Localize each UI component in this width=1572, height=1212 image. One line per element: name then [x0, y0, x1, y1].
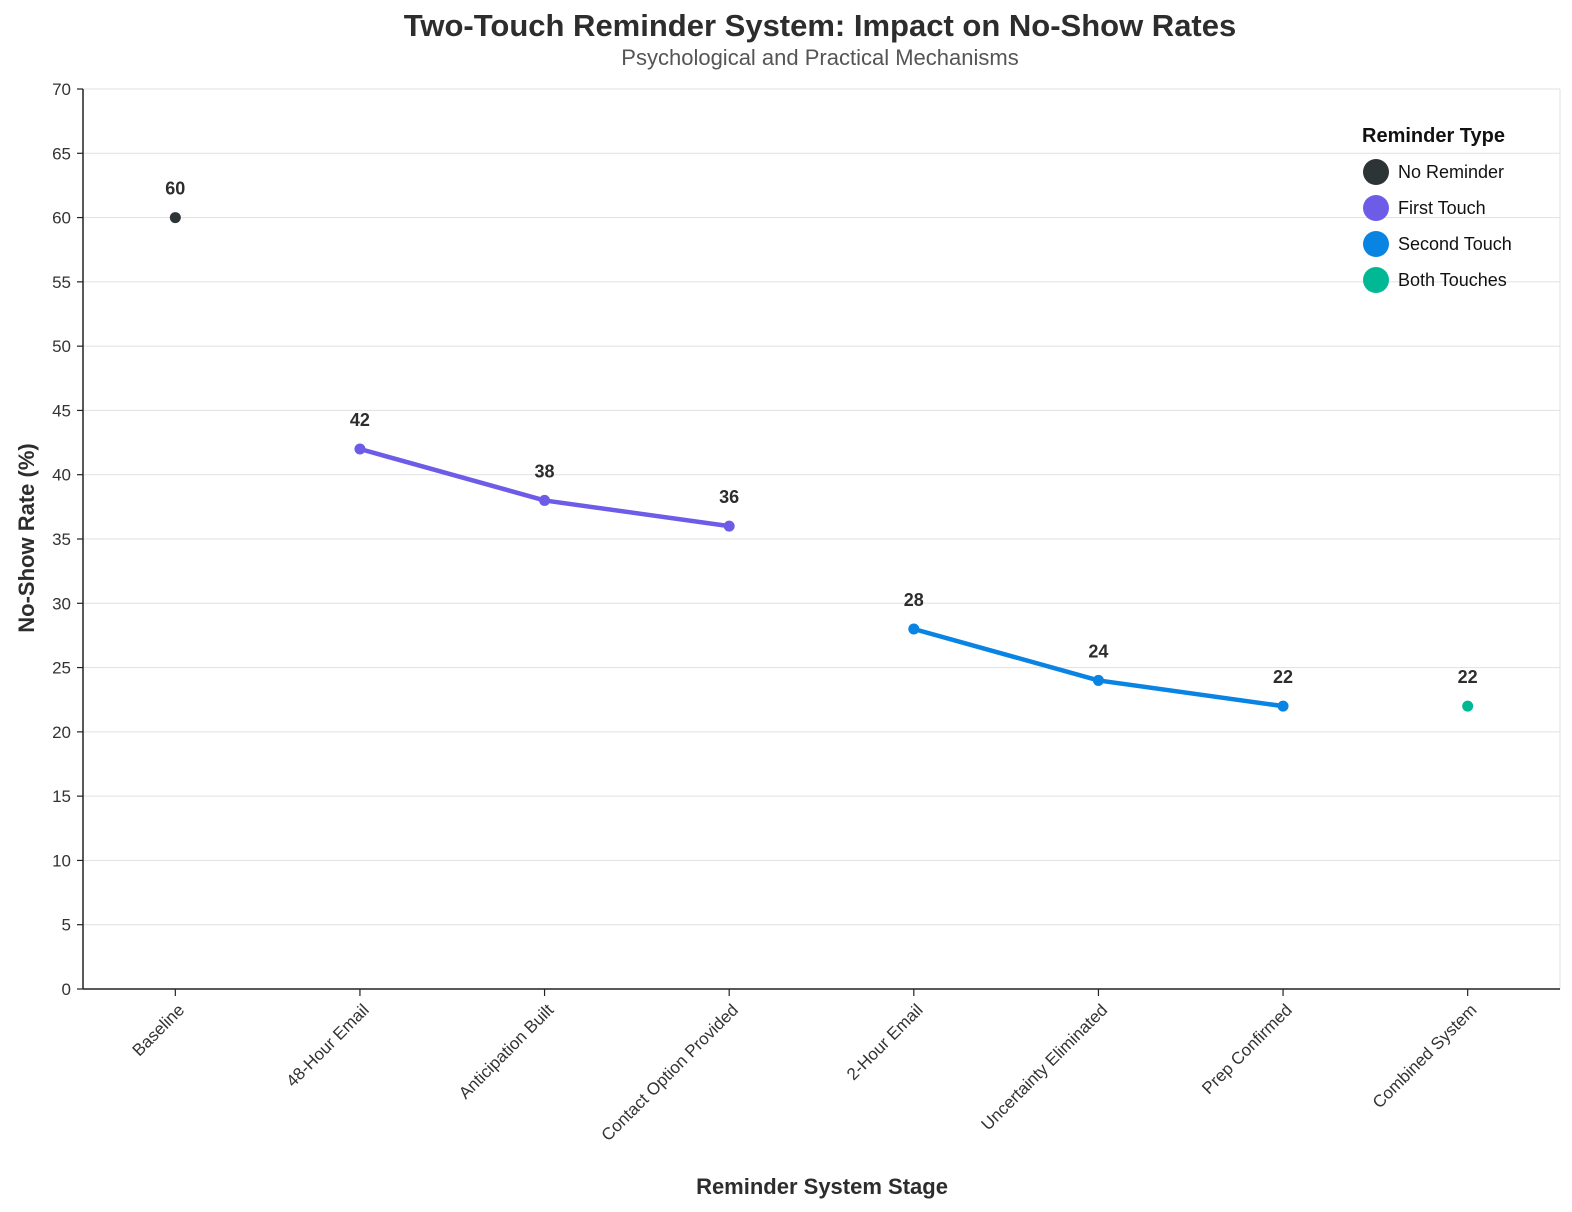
data-label: 36 [719, 487, 739, 507]
y-tick-label: 15 [52, 787, 71, 806]
legend-label: No Reminder [1398, 162, 1504, 182]
legend-title: Reminder Type [1362, 125, 1505, 147]
legend-swatch [1363, 159, 1389, 185]
y-axis-title: No-Show Rate (%) [14, 443, 39, 632]
y-tick-label: 0 [62, 980, 71, 999]
y-tick-label: 40 [52, 466, 71, 485]
data-point [354, 443, 366, 455]
legend-swatch [1363, 195, 1389, 221]
data-point [169, 212, 181, 224]
legend-label: First Touch [1398, 198, 1486, 218]
y-tick-label: 60 [52, 209, 71, 228]
x-tick-label: Anticipation Built [455, 1000, 558, 1103]
data-point [908, 623, 920, 635]
y-tick-label: 65 [52, 144, 71, 163]
y-tick-label: 45 [52, 401, 71, 420]
data-label: 22 [1273, 667, 1293, 687]
data-label: 60 [165, 179, 185, 199]
legend-swatch [1363, 231, 1389, 257]
y-tick-label: 30 [52, 594, 71, 613]
x-tick-label: 2-Hour Email [843, 1000, 927, 1084]
y-tick-label: 50 [52, 337, 71, 356]
legend-label: Second Touch [1398, 234, 1512, 254]
y-tick-label: 10 [52, 851, 71, 870]
x-tick-label: Combined System [1369, 1000, 1481, 1112]
x-tick-label: Baseline [129, 1000, 189, 1060]
y-tick-label: 55 [52, 273, 71, 292]
legend-label: Both Touches [1398, 270, 1507, 290]
data-label: 42 [350, 410, 370, 430]
y-tick-label: 70 [52, 80, 71, 99]
axes: 0 5 10 15 20 25 30 35 40 45 50 55 60 65 70 Baseline 48-H… [52, 80, 1560, 1145]
x-tick-label: Contact Option Provided [598, 1000, 742, 1144]
data-point [723, 520, 735, 532]
chart-title: Two-Touch Reminder System: Impact on No-… [404, 8, 1237, 43]
chart-subtitle: Psychological and Practical Mechanisms [621, 45, 1018, 70]
y-tick-label: 20 [52, 723, 71, 742]
data-label: 24 [1088, 641, 1108, 661]
data-points [169, 212, 1474, 712]
data-point [1277, 700, 1289, 712]
y-tick-label: 25 [52, 659, 71, 678]
data-labels: 60 42 38 36 28 24 22 22 [165, 179, 1477, 688]
data-label: 28 [904, 590, 924, 610]
data-point [1092, 674, 1104, 686]
data-point [1462, 700, 1474, 712]
grid [83, 88, 1561, 990]
data-label: 22 [1458, 667, 1478, 687]
x-tick-label: 48-Hour Email [282, 1000, 372, 1090]
y-tick-label: 35 [52, 530, 71, 549]
x-tick-label: Prep Confirmed [1198, 1000, 1296, 1098]
x-tick-label: Uncertainty Eliminated [978, 1000, 1112, 1134]
y-tick-label: 5 [62, 916, 71, 935]
data-label: 38 [535, 461, 555, 481]
x-axis-title: Reminder System Stage [696, 1174, 948, 1199]
legend: Reminder Type No Reminder First Touch Seco… [1362, 125, 1512, 293]
legend-swatch [1363, 267, 1389, 293]
data-point [539, 494, 551, 506]
